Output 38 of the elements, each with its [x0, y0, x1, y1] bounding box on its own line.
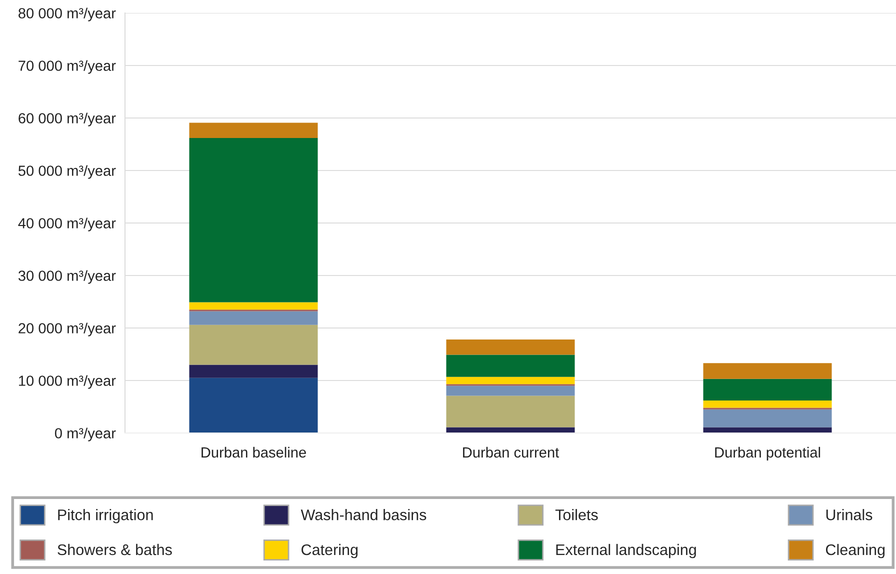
bar	[446, 354, 575, 377]
bar	[703, 400, 832, 408]
bar	[446, 427, 575, 433]
legend-label: Urinals	[826, 509, 872, 520]
legend-label: Wash-hand basins	[300, 509, 426, 520]
bar	[189, 311, 318, 325]
y-tick-label: 20 000 m³/year	[18, 322, 116, 336]
legend-label: External landscaping	[556, 544, 696, 558]
bar	[189, 378, 318, 433]
legend-label: Showers & baths	[58, 544, 172, 556]
legend-label: Cleaning	[826, 544, 885, 558]
bar	[703, 427, 832, 433]
bar	[189, 364, 318, 378]
y-tick-label: 70 000 m³/year	[18, 60, 116, 74]
bar	[703, 378, 832, 400]
bar	[446, 386, 575, 396]
bar	[189, 302, 318, 310]
y-tick-label: 60 000 m³/year	[18, 112, 116, 126]
bar	[446, 376, 575, 384]
bar	[703, 363, 832, 379]
bar	[446, 396, 575, 428]
legend-label: Toilets	[555, 509, 598, 520]
y-tick-label: 10 000 m³/year	[19, 375, 116, 389]
bar	[703, 409, 832, 428]
y-tick-label: 30 000 m³/year	[18, 270, 116, 284]
legend-label: Catering	[302, 544, 358, 558]
y-tick-label: 80 000 m³/year	[18, 8, 116, 22]
y-tick-label: 50 000 m³/year	[18, 165, 116, 179]
y-tick-label: 40 000 m³/year	[18, 218, 116, 232]
bar	[189, 122, 318, 138]
bar	[189, 324, 318, 365]
x-tick-label: Durban baseline	[202, 446, 306, 458]
y-tick-label: 0 m³/year	[54, 428, 116, 442]
bar	[446, 340, 575, 355]
bar	[189, 138, 318, 302]
x-tick-label: Durban potential	[715, 446, 820, 460]
x-tick-label: Durban current	[463, 446, 560, 458]
legend-label: Pitch irrigation	[58, 509, 153, 524]
